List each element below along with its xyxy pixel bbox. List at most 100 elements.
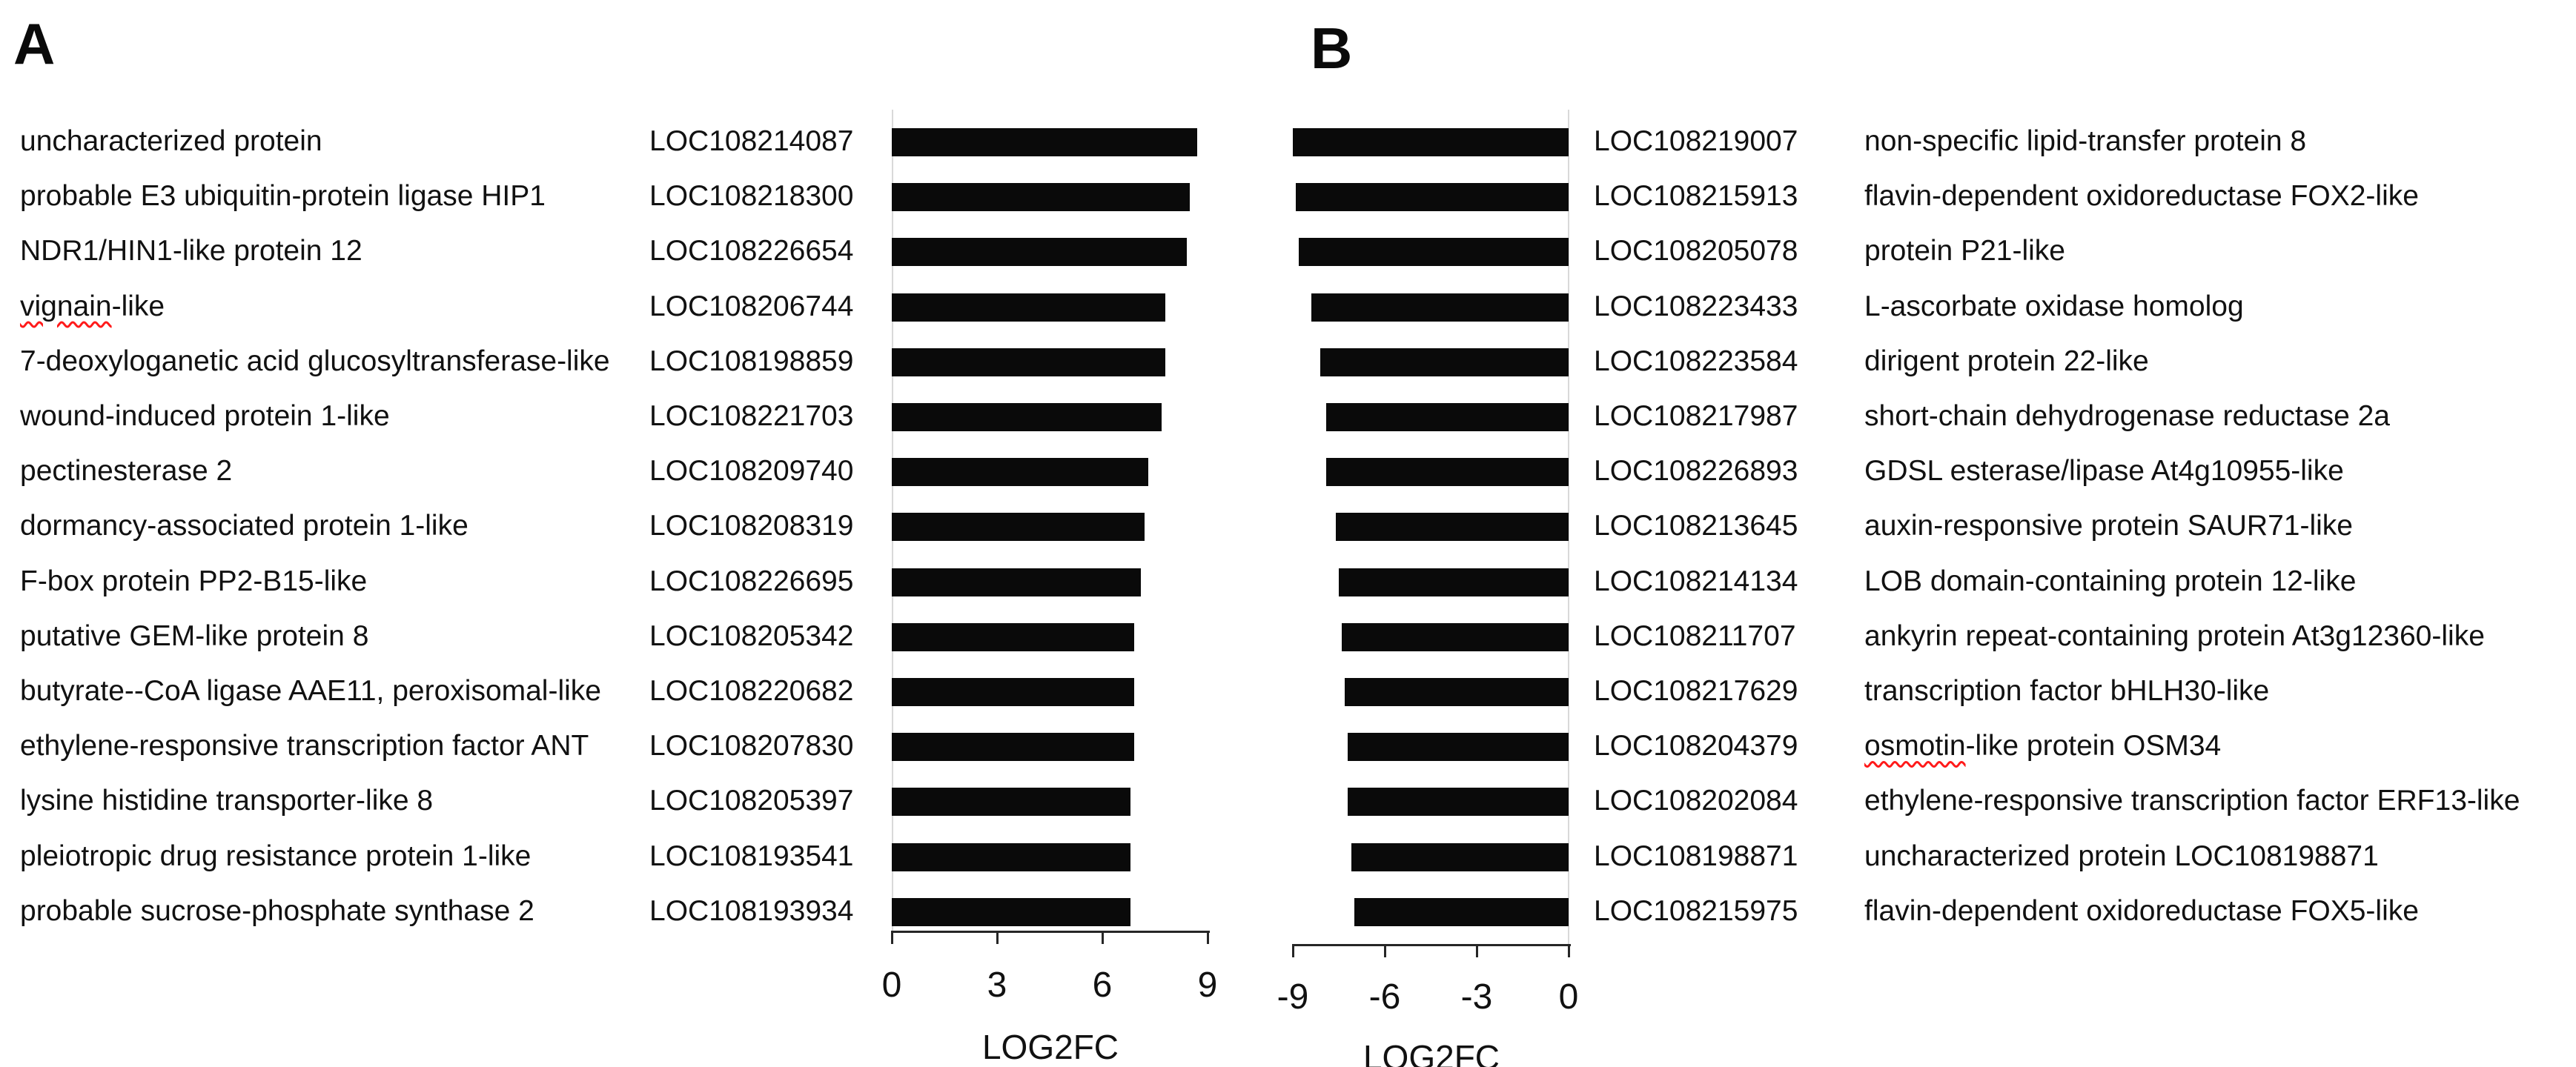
gene-locus-id: LOC108215975: [1594, 894, 1798, 927]
log2fc-bar: [892, 183, 1191, 212]
gene-description: probable E3 ubiquitin-protein ligase HIP…: [20, 180, 546, 213]
gene-description: ethylene-responsive transcription factor…: [20, 730, 589, 762]
gene-locus-id: LOC108226893: [1594, 455, 1798, 488]
gene-description: LOB domain-containing protein 12-like: [1864, 565, 2357, 597]
log2fc-bar: [892, 842, 1130, 871]
log2fc-bar: [1354, 897, 1569, 926]
gene-locus-id: LOC108217987: [1594, 399, 1798, 432]
gene-locus-id: LOC108218300: [649, 180, 854, 213]
gene-description: dormancy-associated protein 1-like: [20, 510, 468, 542]
log2fc-bar: [892, 622, 1134, 651]
axis-tick-mark: [1206, 931, 1209, 944]
axis-tick-label: -3: [1460, 977, 1493, 1017]
gene-description: 7-deoxyloganetic acid glucosyltransferas…: [20, 345, 610, 377]
gene-locus-id: LOC108220682: [649, 674, 854, 707]
gene-description: ankyrin repeat-containing protein At3g12…: [1864, 619, 2485, 652]
gene-locus-id: LOC108193934: [649, 894, 854, 927]
gene-description: transcription factor bHLH30-like: [1864, 674, 2270, 707]
log2fc-bar: [892, 513, 1145, 542]
log2fc-bar: [892, 403, 1162, 431]
axis-tick-mark: [1292, 944, 1295, 957]
axis-tick-mark: [891, 931, 893, 944]
axis-tick-label: 3: [987, 965, 1007, 1005]
axis-tick-label: 6: [1092, 965, 1113, 1005]
log2fc-bar: [892, 788, 1130, 817]
gene-locus-id: LOC108193541: [649, 840, 854, 872]
panel-b-value-axis-line: [1293, 944, 1571, 946]
gene-description: flavin-dependent oxidoreductase FOX5-lik…: [1864, 894, 2419, 927]
panel-a-value-axis-line: [892, 931, 1210, 933]
gene-description: F-box protein PP2-B15-like: [20, 565, 368, 597]
gene-locus-id: LOC108221703: [649, 399, 854, 432]
log2fc-bar: [1293, 128, 1569, 156]
axis-tick-label: 0: [1558, 977, 1579, 1017]
gene-description: probable sucrose-phosphate synthase 2: [20, 894, 534, 927]
log2fc-bar: [1326, 403, 1569, 431]
gene-locus-id: LOC108215913: [1594, 180, 1798, 213]
axis-tick-mark: [1384, 944, 1387, 957]
log2fc-bar: [892, 128, 1197, 156]
log2fc-bar: [1299, 238, 1569, 267]
gene-description: short-chain dehydrogenase reductase 2a: [1864, 399, 2390, 432]
gene-description: GDSL esterase/lipase At4g10955-like: [1864, 455, 2344, 488]
log2fc-bar: [892, 458, 1148, 487]
gene-locus-id: LOC108226654: [649, 235, 854, 267]
log2fc-bar: [1335, 513, 1569, 542]
log2fc-bar: [892, 678, 1134, 706]
axis-tick-mark: [1476, 944, 1478, 957]
gene-locus-id: LOC108205342: [649, 619, 854, 652]
log2fc-bar: [892, 897, 1130, 926]
gene-locus-id: LOC108223433: [1594, 290, 1798, 322]
gene-description: putative GEM-like protein 8: [20, 619, 369, 652]
gene-locus-id: LOC108205397: [649, 785, 854, 817]
gene-description: vignain-like: [20, 290, 165, 322]
gene-description: wound-induced protein 1-like: [20, 399, 390, 432]
gene-locus-id: LOC108202084: [1594, 785, 1798, 817]
axis-tick-mark: [1101, 931, 1104, 944]
log2fc-bar: [1345, 678, 1569, 706]
log2fc-bar: [1348, 733, 1569, 762]
misspelled-word: vignain: [20, 290, 112, 322]
gene-locus-id: LOC108207830: [649, 730, 854, 762]
axis-tick-mark: [996, 931, 999, 944]
axis-tick-label: -6: [1368, 977, 1401, 1017]
panel-b-axis-label: LOG2FC: [1363, 1038, 1500, 1067]
gene-locus-id: LOC108219007: [1594, 124, 1798, 157]
axis-tick-label: 9: [1197, 965, 1218, 1005]
gene-description: ethylene-responsive transcription factor…: [1864, 785, 2520, 817]
gene-description: non-specific lipid-transfer protein 8: [1864, 124, 2307, 157]
gene-description: dirigent protein 22-like: [1864, 345, 2149, 377]
gene-locus-id: LOC108198859: [649, 345, 854, 377]
gene-locus-id: LOC108214134: [1594, 565, 1798, 597]
log2fc-bar: [1351, 842, 1569, 871]
gene-description: protein P21-like: [1864, 235, 2065, 267]
gene-description: osmotin-like protein OSM34: [1864, 730, 2222, 762]
log2fc-bar: [1342, 622, 1569, 651]
log2fc-bar: [1326, 458, 1569, 487]
panel-a-axis-label: LOG2FC: [981, 1028, 1119, 1066]
gene-description: flavin-dependent oxidoreductase FOX2-lik…: [1864, 180, 2419, 213]
gene-description: NDR1/HIN1-like protein 12: [20, 235, 362, 267]
gene-locus-id: LOC108204379: [1594, 730, 1798, 762]
log2fc-bar: [892, 293, 1166, 322]
axis-tick-mark: [1568, 944, 1570, 957]
gene-locus-id: LOC108211707: [1594, 619, 1796, 652]
gene-description: uncharacterized protein LOC108198871: [1864, 840, 2379, 872]
log2fc-bar: [892, 568, 1142, 596]
gene-locus-id: LOC108198871: [1594, 840, 1798, 872]
gene-description: pleiotropic drug resistance protein 1-li…: [20, 840, 532, 872]
log2fc-bar: [1348, 788, 1569, 817]
gene-description: uncharacterized protein: [20, 124, 322, 157]
gene-locus-id: LOC108213645: [1594, 510, 1798, 542]
panel-b-title: B: [1311, 16, 1353, 81]
gene-locus-id: LOC108208319: [649, 510, 854, 542]
gene-locus-id: LOC108205078: [1594, 235, 1798, 267]
gene-description: L-ascorbate oxidase homolog: [1864, 290, 2244, 322]
log2fc-bar: [892, 238, 1187, 267]
panel-b-category-axis-line: [1568, 110, 1569, 944]
gene-locus-id: LOC108206744: [649, 290, 854, 322]
gene-description: pectinesterase 2: [20, 455, 233, 488]
axis-tick-label: -9: [1277, 977, 1309, 1017]
gene-locus-id: LOC108223584: [1594, 345, 1798, 377]
